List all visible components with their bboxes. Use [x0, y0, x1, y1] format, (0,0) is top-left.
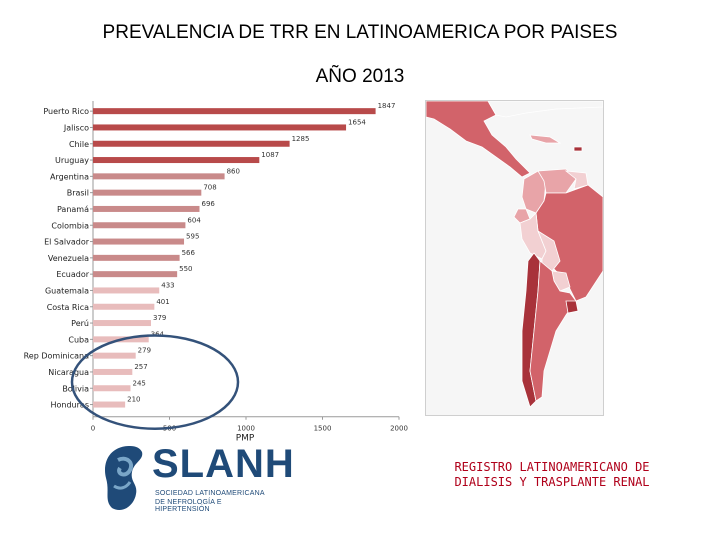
x-axis-title: PMP: [236, 434, 255, 444]
bar-4: [93, 173, 225, 180]
map-uruguay: [565, 300, 579, 314]
category-label: Rep Dominicana: [24, 352, 89, 361]
category-label: Puerto Rico: [43, 107, 89, 116]
map-argentina: [529, 260, 577, 402]
value-label: 433: [161, 281, 174, 289]
category-label: Brasil: [67, 189, 89, 198]
x-tick-label: 2000: [390, 425, 408, 433]
value-label: 708: [203, 184, 216, 192]
category-label: Nicaragua: [48, 368, 89, 377]
bar-13: [93, 320, 151, 327]
category-label: Panamá: [57, 205, 89, 214]
category-label: Honduras: [51, 401, 90, 410]
category-label: El Salvador: [44, 238, 90, 247]
bar-18: [93, 401, 126, 408]
x-tick-label: 0: [91, 425, 95, 433]
page-title: PREVALENCIA DE TRR EN LATINOAMERICA POR …: [102, 22, 618, 43]
bar-12: [93, 303, 155, 310]
value-label: 210: [127, 396, 140, 404]
category-label: Guatemala: [45, 286, 89, 295]
map-mexico-region: [426, 101, 531, 178]
value-label: 1285: [292, 135, 310, 143]
bar-2: [93, 140, 290, 147]
bar-9: [93, 254, 180, 261]
category-label: Perú: [71, 319, 89, 328]
logo-name: SLANH: [152, 442, 295, 486]
registry-caption-line2: DIALISIS Y TRASPLANTE RENAL: [454, 475, 650, 489]
slanh-logo: SLANH SOCIEDAD LATINOAMERICANA DE NEFROL…: [100, 440, 294, 520]
logo-subtitle-line1: SOCIEDAD LATINOAMERICANA: [155, 490, 265, 497]
category-label: Jalisco: [63, 123, 89, 132]
category-label: Bolivia: [62, 384, 89, 393]
x-tick-label: 1500: [314, 425, 332, 433]
bar-8: [93, 238, 185, 245]
map-drawing: [426, 101, 603, 408]
map-guianas: [564, 170, 589, 190]
bar-6: [93, 205, 200, 212]
map-puerto-rico: [573, 146, 583, 152]
category-label: Venezuela: [48, 254, 89, 263]
registry-caption: REGISTRO LATINOAMERICANO DE DIALISIS Y T…: [420, 460, 684, 490]
bar-11: [93, 287, 160, 294]
map-cuba: [529, 134, 562, 144]
value-label: 257: [134, 363, 147, 371]
category-label: Colombia: [51, 221, 89, 230]
bar-10: [93, 271, 178, 278]
value-label: 604: [187, 216, 201, 224]
value-label: 279: [138, 347, 151, 355]
bar-0: [93, 108, 376, 115]
value-label: 550: [179, 265, 192, 273]
value-label: 245: [132, 379, 145, 387]
category-label: Costa Rica: [47, 303, 89, 312]
value-label: 1847: [378, 102, 396, 110]
bar-17: [93, 385, 131, 392]
value-label: 696: [201, 200, 215, 208]
category-label: Cuba: [68, 335, 89, 344]
latin-america-map: [425, 100, 604, 416]
x-tick-label: 1000: [237, 425, 255, 433]
category-label: Chile: [69, 140, 89, 149]
value-label: 379: [153, 314, 166, 322]
page-subtitle-year: AÑO 2013: [315, 66, 405, 87]
highlight-circle: [70, 334, 240, 430]
bar-16: [93, 368, 133, 375]
bar-1: [93, 124, 347, 131]
value-label: 1087: [261, 151, 279, 159]
bar-15: [93, 352, 136, 359]
bar-5: [93, 189, 202, 196]
logo-subtitle-line2: DE NEFROLOGÍA E HIPERTENSIÓN: [155, 499, 222, 513]
value-label: 860: [227, 167, 240, 175]
value-label: 401: [156, 298, 169, 306]
category-label: Argentina: [50, 172, 89, 181]
category-label: Ecuador: [56, 270, 89, 279]
registry-caption-line1: REGISTRO LATINOAMERICANO DE: [454, 460, 650, 474]
bar-7: [93, 222, 186, 229]
map-north-region: [487, 101, 603, 118]
category-label: Uruguay: [55, 156, 89, 165]
value-label: 1654: [348, 118, 366, 126]
value-label: 566: [182, 249, 196, 257]
kidney-logo-icon: [105, 446, 143, 511]
bar-3: [93, 157, 260, 164]
value-label: 595: [186, 233, 199, 241]
